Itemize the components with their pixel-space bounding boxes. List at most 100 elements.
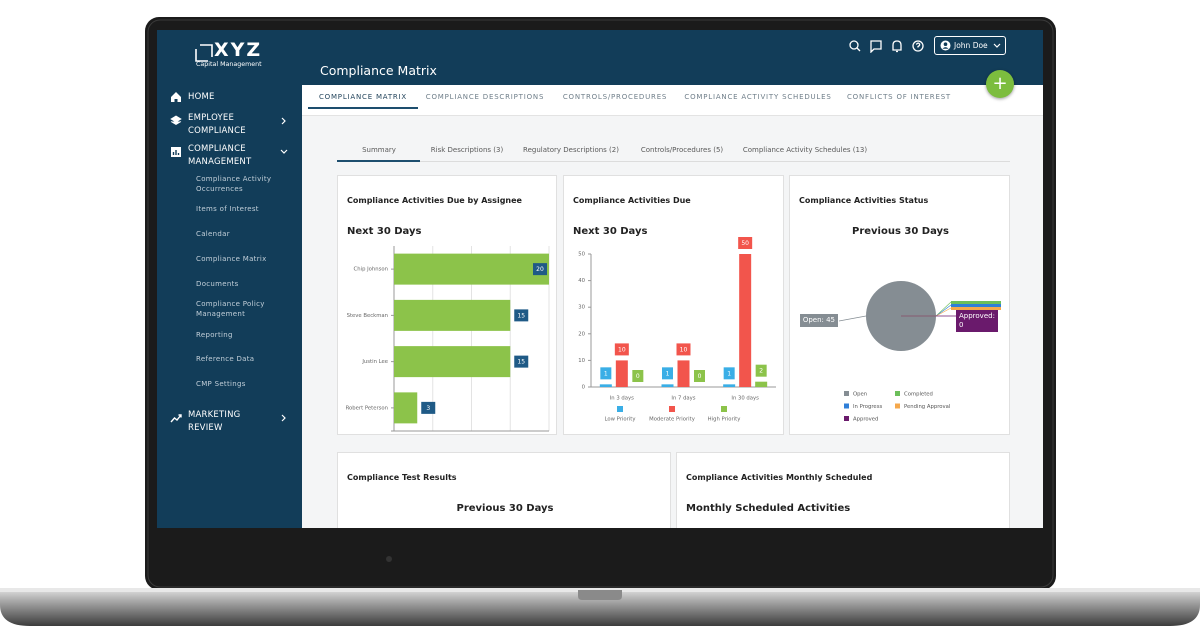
legend-label[interactable]: Open bbox=[853, 392, 867, 398]
legend-label[interactable]: In Progress bbox=[853, 404, 882, 410]
value-label-box bbox=[676, 343, 691, 356]
legend-label[interactable]: High Priority bbox=[708, 417, 741, 423]
hidden-callout bbox=[951, 304, 1001, 307]
tab[interactable]: CONTROLS/PROCEDURES bbox=[562, 93, 668, 101]
value-label: 20 bbox=[536, 266, 544, 273]
card: Compliance Activities Due Next 30 Days 0 10… bbox=[563, 175, 784, 435]
y-tick-label: 20 bbox=[578, 331, 585, 337]
value-label-box bbox=[533, 263, 547, 276]
search-icon[interactable] bbox=[849, 40, 861, 52]
nav-subitem[interactable]: Items of Interest bbox=[196, 205, 259, 213]
pie-callout: Approved: 0 bbox=[956, 310, 998, 332]
callout-line bbox=[838, 315, 867, 322]
value-label: 10 bbox=[618, 346, 626, 353]
legend-label[interactable]: Low Priority bbox=[605, 417, 636, 423]
content: Summary Risk Descriptions (3) Regulatory D… bbox=[157, 30, 1043, 528]
legend-label[interactable]: Pending Approval bbox=[904, 404, 950, 410]
subtab[interactable]: Controls/Procedures (5) bbox=[640, 146, 724, 154]
help-icon[interactable] bbox=[912, 40, 924, 52]
chart: Open Completed In Progress Pending Approval… bbox=[838, 281, 1001, 423]
nav-subitem[interactable]: Compliance Policy Management bbox=[196, 300, 265, 318]
subtab[interactable]: Summary bbox=[362, 146, 396, 154]
subtab[interactable]: Regulatory Descriptions (2) bbox=[523, 146, 619, 154]
tab-underline bbox=[308, 107, 418, 109]
card-title: Compliance Activities Due by Assignee bbox=[347, 196, 522, 205]
legend-label[interactable]: Moderate Priority bbox=[649, 417, 695, 423]
user-menu[interactable]: John Doe bbox=[934, 36, 1006, 55]
subtab[interactable]: Risk Descriptions (3) bbox=[430, 146, 504, 154]
chat-icon[interactable] bbox=[870, 40, 882, 53]
tab[interactable]: CONFLICTS OF INTEREST bbox=[846, 93, 952, 101]
y-tick-label: 0 bbox=[582, 385, 586, 391]
legend-swatch bbox=[844, 416, 849, 421]
bar bbox=[394, 392, 418, 424]
logo-name: XYZ bbox=[214, 39, 263, 61]
value-label: 15 bbox=[517, 312, 525, 319]
bar bbox=[661, 384, 674, 387]
legend-swatch bbox=[721, 406, 727, 412]
card-subtitle: Monthly Scheduled Activities bbox=[686, 503, 851, 514]
nav-subitem[interactable]: Reporting bbox=[196, 331, 233, 339]
value-label-box bbox=[632, 370, 644, 382]
nav-chevron bbox=[281, 117, 286, 125]
value-label-box bbox=[755, 364, 767, 377]
legend-swatch bbox=[669, 406, 675, 412]
user-name: John Doe bbox=[954, 41, 988, 50]
logo-mark bbox=[195, 44, 213, 62]
nav-subitem[interactable]: Documents bbox=[196, 280, 239, 288]
hidden-callout bbox=[951, 307, 1001, 310]
bell-icon[interactable] bbox=[892, 40, 902, 53]
nav-chevron bbox=[280, 149, 288, 154]
value-label: 10 bbox=[680, 346, 688, 353]
category-label: Justin Lee bbox=[361, 359, 388, 365]
nav-icon bbox=[171, 92, 181, 102]
hidden-callout bbox=[951, 301, 1001, 304]
value-label: 3 bbox=[426, 405, 430, 412]
legend-swatch bbox=[895, 391, 900, 396]
card-title: Compliance Test Results bbox=[347, 473, 457, 482]
category-label: Robert Peterson bbox=[346, 405, 388, 411]
nav-item[interactable]: MARKETING REVIEW bbox=[188, 410, 241, 433]
add-button[interactable]: + bbox=[986, 70, 1014, 98]
callout-line bbox=[935, 301, 952, 317]
legend-label[interactable]: Completed bbox=[904, 392, 933, 398]
category-label: Chip Johnson bbox=[354, 267, 388, 273]
card: Compliance Activities Monthly Scheduled M… bbox=[676, 452, 1010, 528]
nav-chevron bbox=[281, 414, 286, 422]
bar bbox=[739, 254, 752, 387]
nav-subitem[interactable]: CMP Settings bbox=[196, 380, 246, 388]
tab-bar: COMPLIANCE MATRIX COMPLIANCE DESCRIPTIONS… bbox=[302, 85, 1043, 116]
bar bbox=[755, 381, 768, 387]
camera bbox=[386, 556, 392, 562]
bar bbox=[394, 299, 511, 331]
tab[interactable]: COMPLIANCE ACTIVITY SCHEDULES bbox=[684, 93, 832, 101]
legend-swatch bbox=[844, 403, 849, 409]
card-title: Compliance Activities Monthly Scheduled bbox=[686, 473, 873, 482]
tab[interactable]: COMPLIANCE MATRIX bbox=[318, 93, 408, 101]
sidebar: XYZ Capital Management HOME EMPLOYEE COMP… bbox=[157, 30, 302, 528]
nav-subitem[interactable]: Compliance Activity Occurrences bbox=[196, 175, 272, 193]
bezel-edge bbox=[147, 19, 1054, 588]
top-bar: Compliance Matrix John Doe bbox=[302, 30, 1043, 85]
legend-label[interactable]: Approved bbox=[853, 417, 878, 423]
subtab[interactable]: Compliance Activity Schedules (13) bbox=[742, 146, 868, 154]
card: Compliance Activities Due by Assignee Nex… bbox=[337, 175, 557, 435]
bar bbox=[394, 253, 549, 285]
tab[interactable]: COMPLIANCE DESCRIPTIONS bbox=[425, 93, 545, 101]
card: Compliance Test Results Previous 30 Days bbox=[337, 452, 671, 528]
chart: 0 10 20 30 40 50 In 3 days 1 10 0 In 7 days 1 10 0 In … bbox=[578, 237, 776, 423]
nav-item[interactable]: COMPLIANCE MANAGEMENT bbox=[188, 144, 252, 167]
bar bbox=[394, 346, 511, 378]
nav-icon bbox=[170, 414, 182, 423]
nav-item[interactable]: EMPLOYEE COMPLIANCE bbox=[188, 113, 246, 136]
nav-subitem[interactable]: Compliance Matrix bbox=[196, 255, 267, 263]
legend-swatch bbox=[617, 406, 623, 412]
nav-subitem[interactable]: Reference Data bbox=[196, 355, 255, 363]
nav-item[interactable]: HOME bbox=[188, 92, 215, 102]
value-label: 0 bbox=[636, 373, 640, 380]
callout-line bbox=[935, 307, 952, 317]
card-subtitle: Previous 30 Days bbox=[456, 503, 554, 514]
user-chevron bbox=[993, 43, 1001, 48]
nav-subitem[interactable]: Calendar bbox=[196, 230, 230, 238]
